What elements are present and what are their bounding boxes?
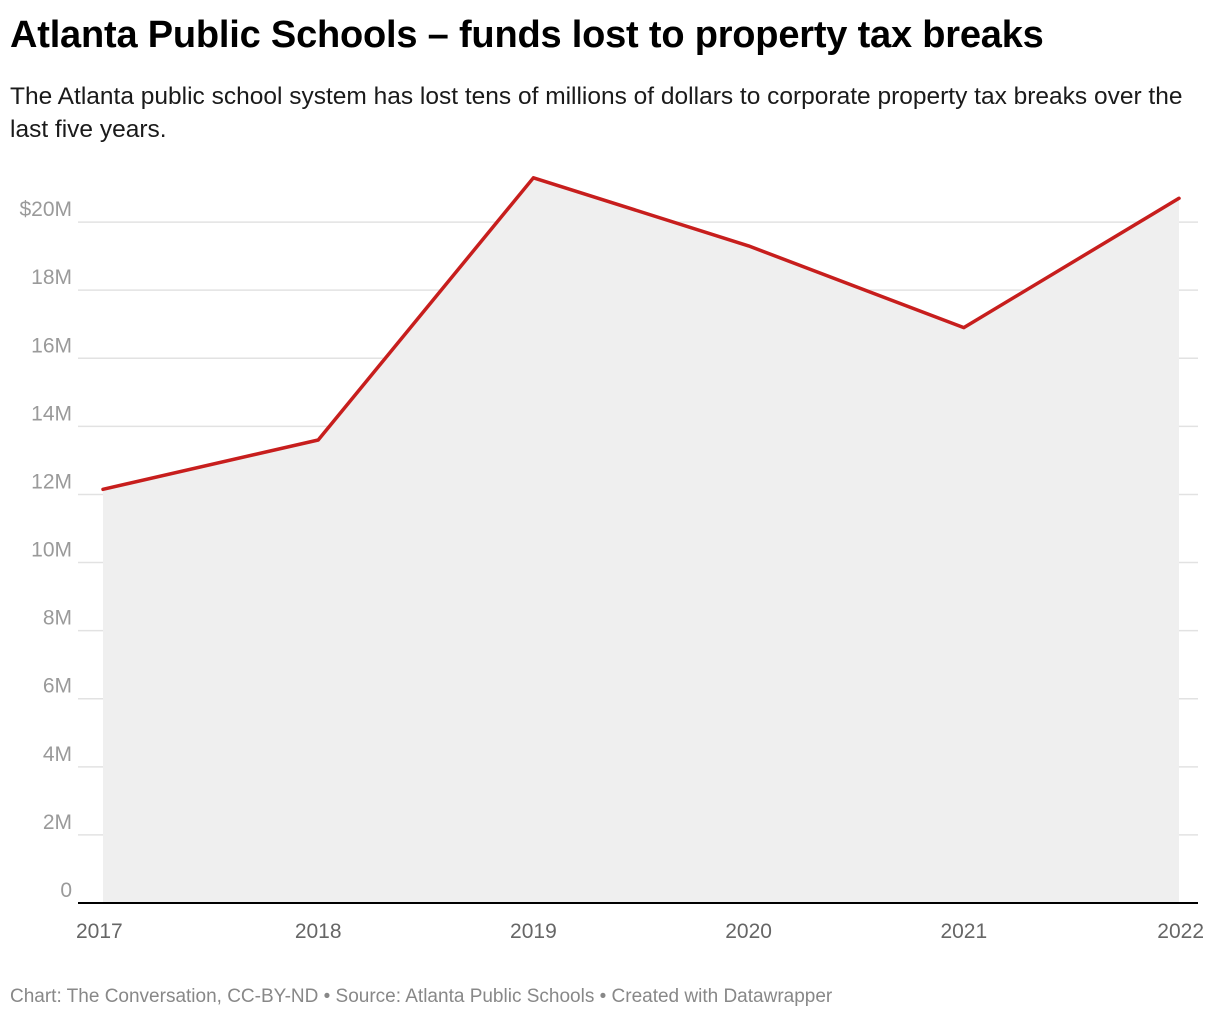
x-tick-label: 2021 [940, 920, 987, 943]
chart-title: Atlanta Public Schools – funds lost to p… [10, 14, 1044, 56]
y-tick-label: 18M [31, 266, 72, 289]
y-tick-label: 2M [43, 811, 72, 834]
x-tick-labels: 2017 2018 2019 2020 2021 2022 [76, 920, 1204, 943]
y-tick-label: 12M [31, 470, 72, 493]
y-tick-label: 6M [43, 675, 72, 698]
x-tick-label: 2019 [510, 920, 557, 943]
area-fill [103, 177, 1179, 904]
x-tick-label: 2018 [295, 920, 342, 943]
chart-footer: Chart: The Conversation, CC-BY-ND • Sour… [10, 986, 833, 1007]
y-tick-label: 8M [43, 607, 72, 630]
y-tick-labels: 0 2M 4M 6M 8M 10M 12M 14M 16M 18M $20M [19, 198, 72, 902]
y-tick-label: 0 [60, 879, 72, 902]
x-tick-label: 2022 [1157, 920, 1204, 943]
x-tick-label: 2020 [725, 920, 772, 943]
y-tick-label: 16M [31, 334, 72, 357]
y-tick-label: 4M [43, 743, 72, 766]
x-tick-label: 2017 [76, 920, 123, 943]
y-tick-label: 10M [31, 539, 72, 562]
chart-subtitle: The Atlanta public school system has los… [10, 83, 1183, 143]
series-line [101, 176, 1181, 492]
y-tick-label: 14M [31, 402, 72, 425]
y-tick-label: $20M [19, 198, 72, 221]
